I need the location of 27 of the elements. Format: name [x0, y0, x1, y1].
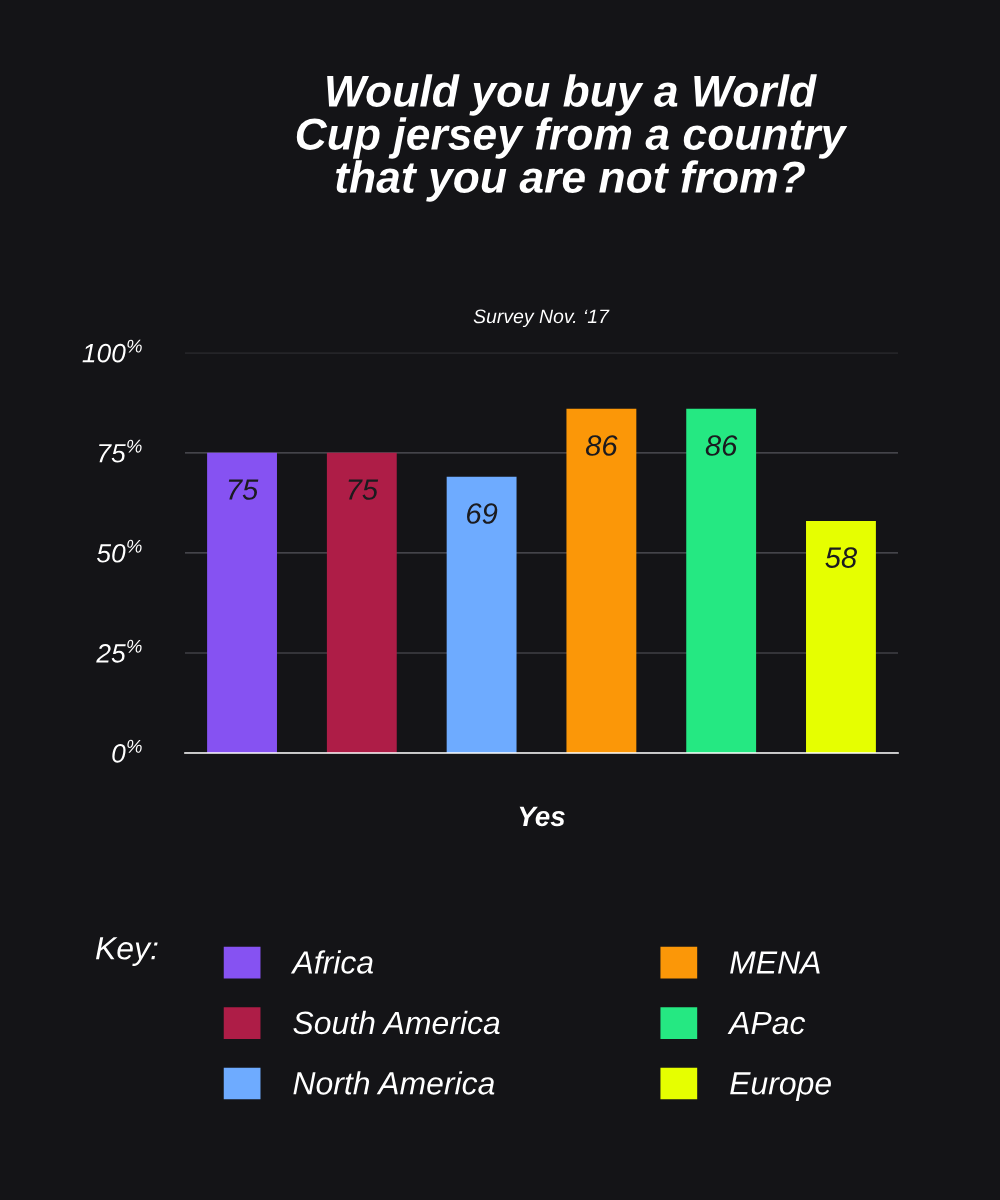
data-label: 75 — [348, 479, 379, 500]
data-label: 86 — [585, 435, 618, 456]
bar — [446, 476, 517, 753]
legend-label: North America — [293, 1071, 495, 1095]
chart-title: Would you buy a World Cup jersey from a country that you are not from? — [296, 74, 848, 202]
y-tick-label: 0$^{%}$ — [112, 739, 142, 763]
legend-label: Africa — [290, 950, 373, 974]
y-tick-label: 25$^{%}$ — [96, 639, 142, 663]
bar — [566, 408, 637, 753]
legend-label: APac — [727, 1011, 806, 1035]
x-tick-label: Yes — [519, 806, 565, 827]
data-label: 86 — [705, 435, 738, 456]
bar — [326, 452, 397, 753]
chart-subtitle: Survey Nov. ‘17 — [473, 309, 610, 328]
data-label: 75 — [228, 479, 259, 500]
legend-label: South America — [293, 1010, 500, 1035]
bar — [686, 408, 757, 753]
bar — [207, 452, 277, 753]
data-label: 58 — [825, 547, 858, 568]
bar — [806, 520, 876, 753]
y-tick-label: 100$^{%}$ — [82, 339, 142, 363]
y-tick-label: 50$^{%}$ — [96, 539, 142, 563]
y-tick-label: 75$^{%}$ — [99, 439, 142, 463]
legend-title: Key: — [95, 937, 158, 966]
data-label: 69 — [467, 503, 498, 524]
legend-label: Europe — [730, 1072, 831, 1101]
legend-label: MENA — [730, 951, 820, 974]
